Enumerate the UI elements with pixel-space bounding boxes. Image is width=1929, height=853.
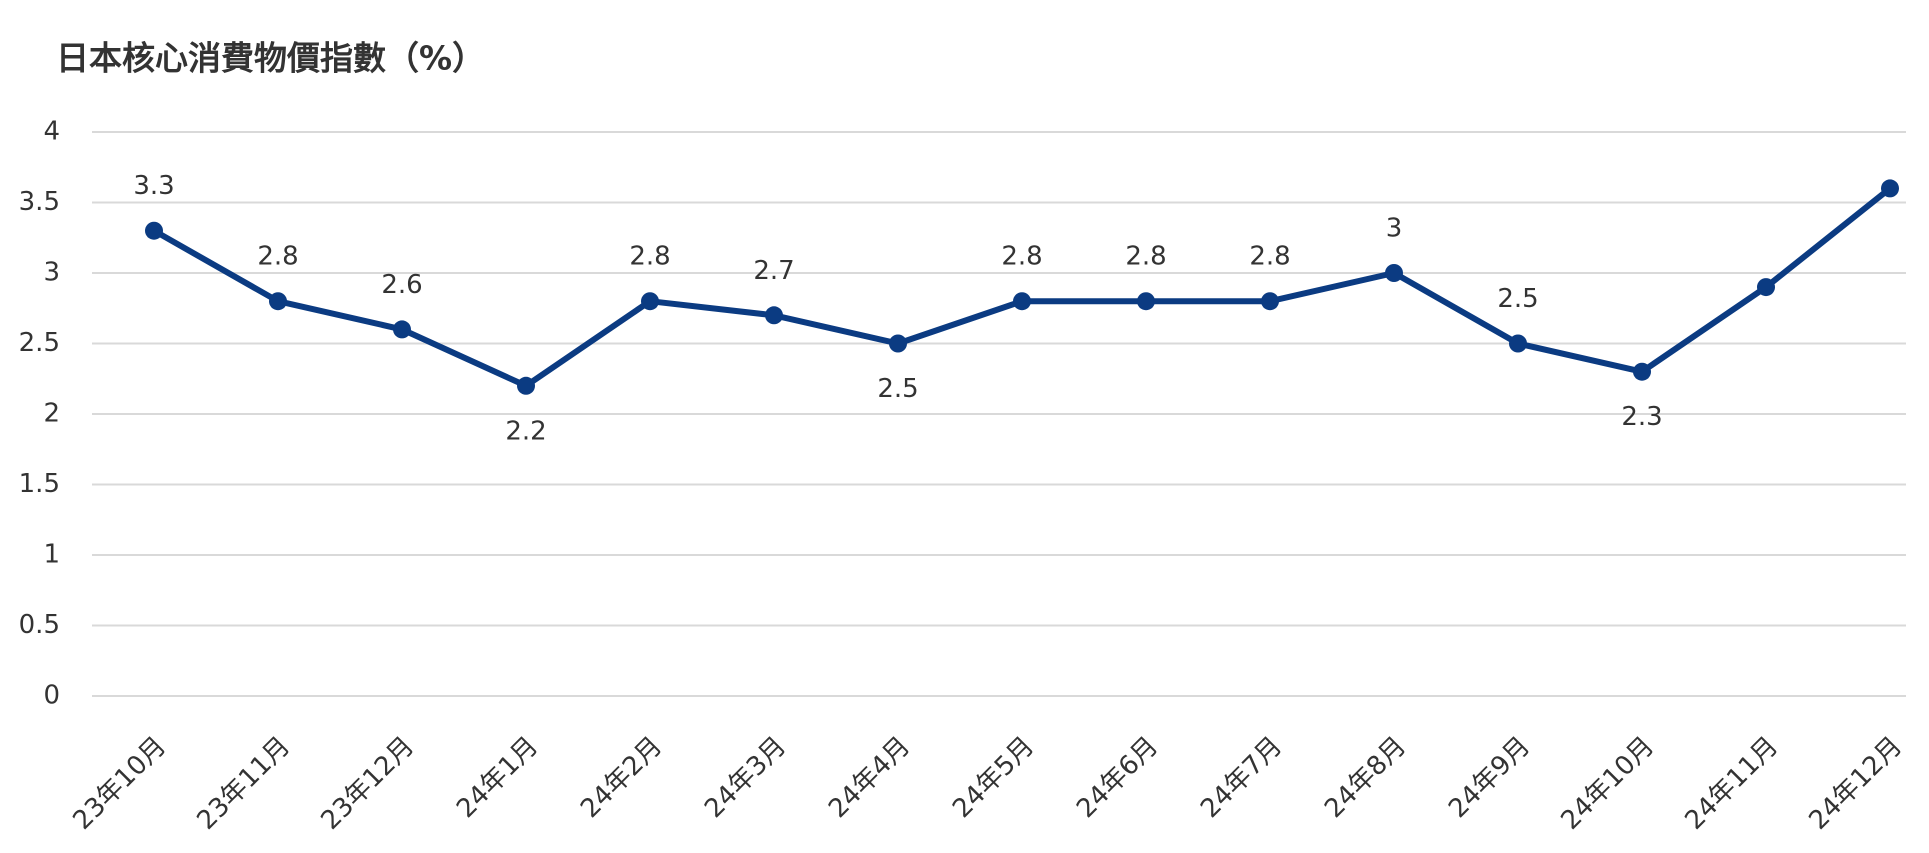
x-tick-label: 24年5月 <box>947 731 1040 824</box>
point <box>1261 292 1279 311</box>
x-tick-label: 24年1月 <box>451 731 544 824</box>
y-tick-label: 2.5 <box>19 328 60 358</box>
point <box>1509 334 1527 353</box>
point <box>889 334 907 353</box>
data-label: 2.2 <box>505 416 546 446</box>
x-tick-label: 24年7月 <box>1195 731 1288 824</box>
point <box>1013 292 1031 311</box>
data-label: 2.8 <box>629 242 670 272</box>
x-tick-label: 24年3月 <box>699 731 792 824</box>
x-tick-label: 23年11月 <box>191 731 296 836</box>
data-label: 3 <box>1386 214 1403 244</box>
point <box>393 320 411 339</box>
data-label: 2.8 <box>1249 242 1290 272</box>
x-tick-label: 24年9月 <box>1443 731 1536 824</box>
x-tick-label: 24年10月 <box>1555 731 1660 836</box>
data-label: 2.5 <box>877 374 918 404</box>
point <box>641 292 659 311</box>
y-tick-label: 0.5 <box>19 610 60 640</box>
data-label: 2.3 <box>1621 402 1662 432</box>
x-tick-label: 24年2月 <box>575 731 668 824</box>
point <box>269 292 287 311</box>
x-tick-label: 24年12月 <box>1803 731 1908 836</box>
x-tick-label: 23年10月 <box>67 731 172 836</box>
y-tick-label: 1 <box>43 540 60 570</box>
data-label: 2.5 <box>1497 284 1538 314</box>
point <box>1757 278 1775 297</box>
chart-title: 日本核心消費物價指數（%） <box>56 39 485 78</box>
data-label: 2.8 <box>1125 242 1166 272</box>
point <box>517 376 535 395</box>
data-label: 2.8 <box>257 242 298 272</box>
point <box>765 306 783 325</box>
y-tick-label: 3 <box>43 258 60 288</box>
data-label: 2.7 <box>753 256 794 286</box>
point <box>1881 179 1899 198</box>
data-label: 3.3 <box>133 171 174 201</box>
point <box>1385 264 1403 282</box>
y-tick-label: 3.5 <box>19 187 60 217</box>
y-tick-label: 4 <box>43 117 60 147</box>
x-tick-label: 24年8月 <box>1319 731 1412 824</box>
point <box>1633 362 1651 381</box>
x-tick-label: 24年6月 <box>1071 731 1164 824</box>
data-label: 2.6 <box>381 270 422 300</box>
y-tick-label: 0 <box>43 681 60 711</box>
y-tick-label: 2 <box>43 399 60 429</box>
x-tick-label: 24年4月 <box>823 731 916 824</box>
x-tick-label: 24年11月 <box>1679 731 1784 836</box>
point <box>145 221 163 240</box>
y-tick-label: 1.5 <box>19 469 60 499</box>
point <box>1137 292 1155 311</box>
data-label: 2.8 <box>1001 242 1042 272</box>
x-tick-label: 23年12月 <box>315 731 420 836</box>
